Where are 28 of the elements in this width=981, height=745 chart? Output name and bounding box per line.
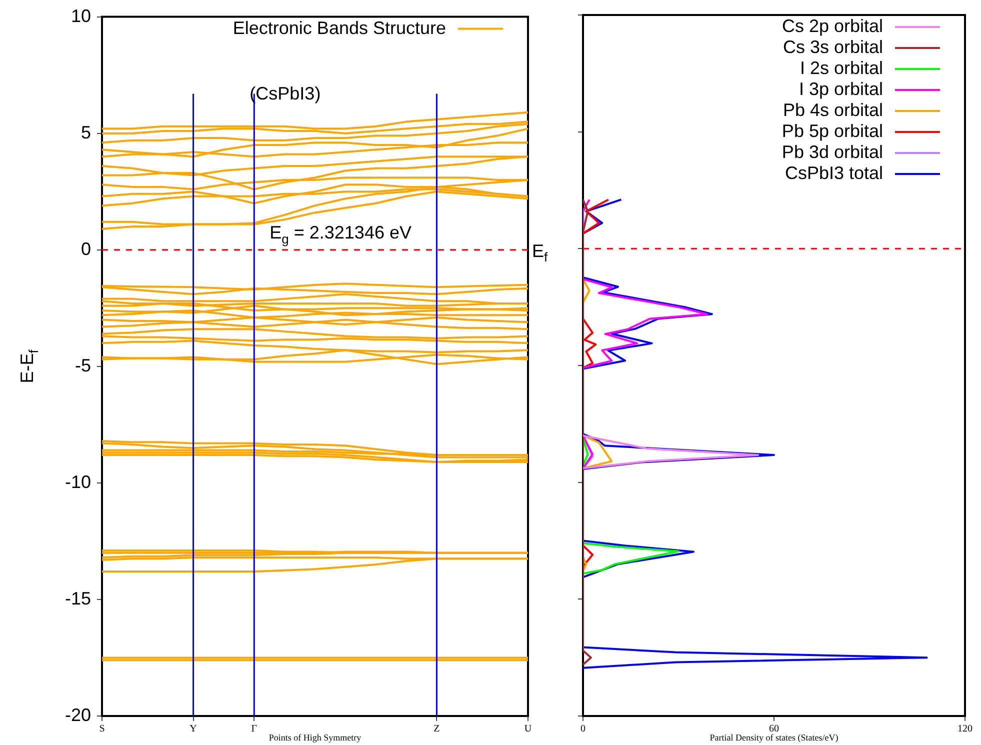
legend-label: I 2s orbital — [800, 58, 884, 78]
x-tick-label: 120 — [958, 724, 972, 735]
y-tick-label: 0 — [80, 238, 91, 259]
legend-label: Pb 5p orbital — [782, 120, 884, 141]
y-tick-label: -20 — [64, 704, 91, 725]
legend-label: Cs 3s orbital — [782, 36, 884, 57]
legend-label: CsPbI3 total — [784, 162, 884, 183]
x-tick-label: Z — [434, 724, 440, 735]
x-tick-label: 0 — [580, 724, 586, 735]
annotation: (CsPbI3) — [250, 83, 321, 104]
y-tick-label: -15 — [64, 588, 91, 608]
x-tick-label: U — [524, 724, 532, 735]
y-tick-label: -10 — [64, 472, 91, 492]
y-axis-title: E-Ef — [16, 349, 41, 384]
legend-label: Electronic Bands Structure — [232, 18, 446, 38]
x-axis-title: Partial Density of states (States/eV) — [710, 732, 838, 742]
legend-label: Pb 3d orbital — [782, 142, 884, 162]
x-tick-label: 60 — [769, 724, 779, 735]
y-tick-label: 5 — [80, 122, 91, 142]
legend-label: Pb 4s orbital — [782, 100, 884, 120]
x-axis-title: Points of High Symmetry — [268, 732, 362, 742]
y-tick-label: 10 — [70, 6, 91, 26]
x-tick-label: Y — [190, 724, 197, 735]
legend-label: I 3p orbital — [798, 78, 884, 99]
x-tick-label: S — [99, 724, 105, 735]
y-tick-label: -5 — [74, 355, 91, 376]
x-tick-label: Γ — [251, 724, 258, 735]
legend-label: Cs 2p orbital — [782, 16, 884, 36]
